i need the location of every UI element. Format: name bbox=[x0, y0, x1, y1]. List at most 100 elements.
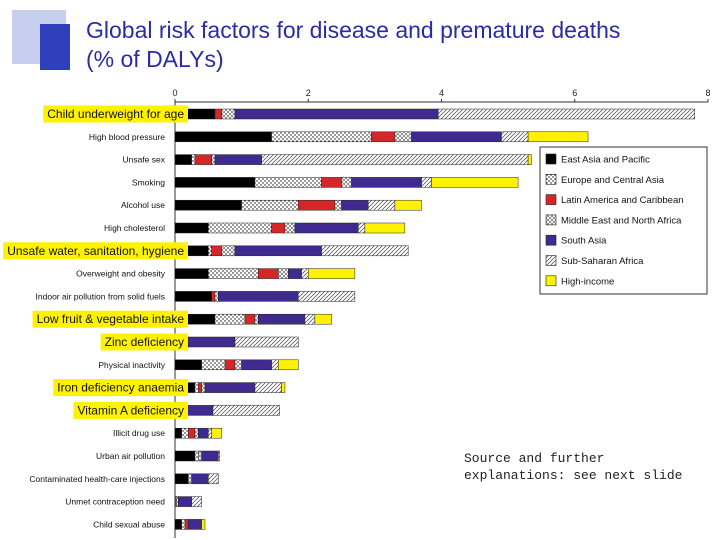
bar-high-blood-pressure-south-asia bbox=[411, 131, 502, 143]
bar-vitamin-a-deficiency-sub-saharan-africa bbox=[212, 405, 280, 416]
bar-smoking-middle-east-and-north-africa bbox=[341, 177, 352, 188]
bar-high-blood-pressure-high-income bbox=[527, 131, 589, 143]
bar-unsafe-water-sanitation-hygiene-sub-saharan-africa bbox=[321, 245, 409, 257]
legend-label-sub-saharan-africa: Sub-Saharan Africa bbox=[561, 256, 644, 267]
bar-physical-inactivity-east-asia-and-pacific bbox=[174, 359, 202, 371]
bar-physical-inactivity-latin-america-and-caribbean bbox=[224, 359, 236, 371]
legend-swatch-latin-america-and-caribbean bbox=[545, 194, 557, 205]
bar-unsafe-sex-high-income bbox=[527, 154, 532, 165]
bar-contaminated-health-care-injections-east-asia-and-pacific bbox=[174, 473, 189, 485]
category-label-smoking: Smoking bbox=[132, 177, 165, 187]
bar-alcohol-use-middle-east-and-north-africa bbox=[334, 199, 342, 211]
bar-indoor-air-pollution-from-solid-fuels-east-asia-and-pacific bbox=[174, 291, 212, 302]
bar-indoor-air-pollution-from-solid-fuels-latin-america-and-caribbean bbox=[211, 291, 216, 302]
bar-child-sexual-abuse-latin-america-and-caribbean bbox=[184, 519, 189, 530]
bar-contaminated-health-care-injections-middle-east-and-north-africa bbox=[188, 473, 192, 485]
legend-swatch-south-asia bbox=[545, 234, 557, 246]
bar-alcohol-use-sub-saharan-africa bbox=[367, 199, 396, 211]
bar-unsafe-water-sanitation-hygiene-south-asia bbox=[234, 245, 322, 257]
x-tick-label: 0 bbox=[172, 88, 177, 98]
bar-child-underweight-for-age-latin-america-and-caribbean bbox=[214, 108, 222, 120]
slide-title: Global risk factors for disease and prem… bbox=[86, 16, 620, 74]
bar-low-fruit-vegetable-intake-europe-and-central-asia bbox=[214, 313, 246, 325]
category-label-vitamin-a-deficiency: Vitamin A deficiency bbox=[77, 403, 184, 417]
category-label-child-underweight-for-age: Child underweight for age bbox=[47, 107, 184, 121]
bar-high-cholesterol-south-asia bbox=[294, 222, 359, 234]
bar-smoking-europe-and-central-asia bbox=[254, 177, 322, 188]
x-tick-label: 2 bbox=[306, 88, 311, 98]
bar-urban-air-pollution-sub-saharan-africa bbox=[218, 450, 220, 462]
bar-physical-inactivity-europe-and-central-asia bbox=[201, 359, 226, 371]
bar-alcohol-use-europe-and-central-asia bbox=[241, 199, 299, 211]
bar-child-sexual-abuse-east-asia-and-pacific bbox=[174, 519, 182, 530]
bar-unmet-contraception-need-south-asia bbox=[178, 496, 192, 507]
category-label-child-sexual-abuse: Child sexual abuse bbox=[93, 519, 165, 529]
bar-high-blood-pressure-europe-and-central-asia bbox=[271, 131, 372, 143]
category-label-unsafe-sex: Unsafe sex bbox=[122, 155, 165, 165]
category-label-unsafe-water-sanitation-hygiene: Unsafe water, sanitation, hygiene bbox=[7, 244, 184, 258]
bar-smoking-latin-america-and-caribbean bbox=[321, 177, 342, 188]
bar-zinc-deficiency-sub-saharan-africa bbox=[234, 336, 299, 348]
bar-overweight-and-obesity-east-asia-and-pacific bbox=[174, 268, 209, 279]
legend-box bbox=[539, 146, 708, 295]
bar-unmet-contraception-need-sub-saharan-africa bbox=[191, 496, 202, 507]
bar-urban-air-pollution-middle-east-and-north-africa bbox=[198, 450, 202, 462]
bar-low-fruit-vegetable-intake-sub-saharan-africa bbox=[304, 313, 316, 325]
bar-illicit-drug-use-sub-saharan-africa bbox=[208, 427, 212, 439]
category-label-high-cholesterol: High cholesterol bbox=[104, 223, 165, 233]
category-label-alcohol-use: Alcohol use bbox=[121, 200, 165, 210]
bar-unsafe-sex-south-asia bbox=[214, 154, 262, 165]
highlight-box bbox=[53, 379, 188, 397]
bar-iron-deficiency-anaemia-middle-east-and-north-africa bbox=[201, 382, 206, 393]
bar-illicit-drug-use-high-income bbox=[211, 427, 222, 439]
source-note: Source and further explanations: see nex… bbox=[464, 451, 683, 483]
bar-zinc-deficiency-south-asia bbox=[188, 336, 236, 348]
bar-child-sexual-abuse-south-asia bbox=[188, 519, 202, 530]
bar-low-fruit-vegetable-intake-high-income bbox=[314, 313, 332, 325]
title-line-2: (% of DALYs) bbox=[86, 46, 224, 72]
x-tick-label: 4 bbox=[439, 88, 444, 98]
bar-alcohol-use-south-asia bbox=[341, 199, 369, 211]
bar-physical-inactivity-south-asia bbox=[241, 359, 272, 371]
bar-high-cholesterol-middle-east-and-north-africa bbox=[284, 222, 296, 234]
legend-label-high-income: High-income bbox=[561, 276, 614, 287]
bar-overweight-and-obesity-europe-and-central-asia bbox=[208, 268, 259, 279]
bar-urban-air-pollution-south-asia bbox=[201, 450, 219, 462]
bar-smoking-east-asia-and-pacific bbox=[174, 177, 256, 188]
bar-high-cholesterol-europe-and-central-asia bbox=[208, 222, 272, 234]
bar-urban-air-pollution-europe-and-central-asia bbox=[194, 450, 199, 462]
bar-high-cholesterol-east-asia-and-pacific bbox=[174, 222, 209, 234]
bar-illicit-drug-use-east-asia-and-pacific bbox=[174, 427, 182, 439]
highlight-box bbox=[73, 401, 188, 419]
highlight-box bbox=[100, 333, 188, 351]
bar-child-sexual-abuse-high-income bbox=[201, 519, 206, 530]
bar-overweight-and-obesity-south-asia bbox=[288, 268, 302, 279]
legend-swatch-sub-saharan-africa bbox=[545, 255, 557, 266]
legend-swatch-high-income bbox=[545, 275, 557, 287]
bar-high-cholesterol-high-income bbox=[364, 222, 406, 234]
bar-child-underweight-for-age-middle-east-and-north-africa bbox=[221, 108, 236, 120]
category-label-zinc-deficiency: Zinc deficiency bbox=[105, 335, 184, 349]
x-tick-label: 6 bbox=[572, 88, 577, 98]
category-label-urban-air-pollution: Urban air pollution bbox=[96, 451, 165, 461]
bar-high-cholesterol-sub-saharan-africa bbox=[357, 222, 366, 234]
legend-swatch-europe-and-central-asia bbox=[545, 174, 557, 185]
bar-overweight-and-obesity-high-income bbox=[308, 268, 356, 279]
category-label-contaminated-health-care-injections: Contaminated health-care injections bbox=[29, 474, 165, 484]
bar-smoking-sub-saharan-africa bbox=[421, 177, 432, 188]
category-label-high-blood-pressure: High blood pressure bbox=[89, 132, 165, 142]
legend-label-middle-east-and-north-africa: Middle East and North Africa bbox=[561, 215, 682, 226]
bar-child-underweight-for-age-sub-saharan-africa bbox=[437, 108, 695, 120]
bar-high-blood-pressure-middle-east-and-north-africa bbox=[394, 131, 412, 143]
legend-label-south-asia: South Asia bbox=[561, 236, 607, 247]
bar-unsafe-sex-europe-and-central-asia bbox=[191, 154, 196, 165]
bar-indoor-air-pollution-from-solid-fuels-middle-east-and-north-africa bbox=[214, 291, 219, 302]
bar-iron-deficiency-anaemia-sub-saharan-africa bbox=[254, 382, 282, 393]
bar-illicit-drug-use-middle-east-and-north-africa bbox=[194, 427, 199, 439]
bar-overweight-and-obesity-middle-east-and-north-africa bbox=[278, 268, 289, 279]
bar-overweight-and-obesity-latin-america-and-caribbean bbox=[258, 268, 279, 279]
bar-high-blood-pressure-sub-saharan-africa bbox=[501, 131, 529, 143]
bar-indoor-air-pollution-from-solid-fuels-sub-saharan-africa bbox=[298, 291, 356, 302]
bar-child-underweight-for-age-south-asia bbox=[234, 108, 439, 120]
